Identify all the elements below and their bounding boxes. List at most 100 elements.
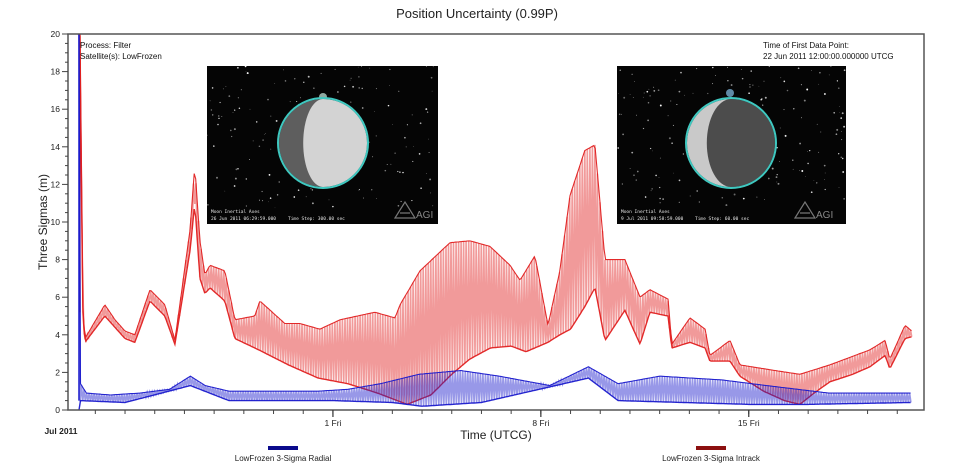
star: [742, 197, 745, 200]
star: [267, 98, 269, 101]
y-tick-label: 4: [55, 330, 60, 340]
star: [619, 69, 621, 71]
inset-caption-line2: 26 Jun 2011 06:29:59.000: [211, 216, 276, 222]
legend-item-radial[interactable]: LowFrozen 3-Sigma Radial: [235, 446, 332, 463]
star: [270, 148, 272, 150]
star: [631, 73, 633, 75]
star: [673, 172, 674, 174]
star: [275, 119, 278, 122]
star: [244, 65, 247, 68]
star: [797, 67, 800, 70]
star: [801, 117, 802, 119]
star: [269, 197, 272, 199]
star: [750, 70, 752, 72]
star: [684, 94, 685, 96]
star: [649, 147, 652, 150]
star: [233, 128, 236, 131]
star: [806, 88, 809, 91]
star: [662, 198, 664, 200]
star: [413, 146, 414, 148]
y-tick-label: 0: [55, 405, 60, 415]
star: [621, 183, 623, 185]
star: [629, 168, 631, 169]
star: [387, 104, 390, 107]
series-radial: [77, 33, 912, 411]
star: [819, 71, 821, 74]
star: [234, 109, 236, 111]
star: [811, 70, 812, 71]
star: [776, 173, 778, 176]
star: [426, 111, 429, 113]
star: [659, 186, 661, 189]
x-tick-label: 1 Fri: [324, 418, 341, 428]
y-tick-label: 20: [51, 29, 61, 39]
star: [689, 195, 691, 197]
star: [211, 114, 214, 116]
star: [358, 87, 360, 89]
star: [807, 162, 809, 165]
star: [278, 181, 280, 183]
star: [647, 119, 649, 122]
star: [297, 189, 300, 192]
star: [843, 125, 846, 128]
star: [622, 133, 624, 136]
star: [428, 138, 429, 140]
star: [636, 170, 639, 173]
star: [824, 179, 825, 181]
star: [224, 190, 226, 192]
star: [386, 163, 388, 165]
star: [682, 153, 685, 155]
star: [816, 123, 818, 125]
star: [343, 85, 346, 88]
star: [768, 65, 770, 68]
process-annotation: Process: Filter: [80, 41, 131, 50]
satellite-annotation: Satellite(s): LowFrozen: [80, 52, 162, 61]
star: [830, 65, 832, 67]
star: [432, 205, 434, 207]
star: [816, 182, 818, 184]
x-tick-label: 8 Fri: [532, 418, 549, 428]
star: [617, 147, 620, 149]
star: [841, 131, 843, 132]
star: [836, 128, 839, 131]
star: [806, 150, 808, 152]
star: [262, 139, 264, 141]
star: [233, 185, 236, 187]
star: [647, 101, 650, 104]
star: [784, 134, 787, 137]
star: [659, 197, 661, 200]
first-data-point-label: Time of First Data Point:: [763, 41, 849, 50]
star: [392, 124, 393, 125]
star: [652, 150, 653, 152]
chart-title: Position Uncertainty (0.99P): [396, 6, 558, 21]
star: [320, 72, 322, 74]
legend-label-intrack: LowFrozen 3-Sigma Intrack: [662, 454, 761, 463]
star: [218, 117, 220, 120]
star: [801, 170, 804, 172]
star: [696, 68, 698, 70]
star: [824, 188, 826, 191]
star: [429, 178, 432, 181]
star: [411, 200, 413, 202]
star: [680, 71, 682, 74]
x-axis-label: Time (UTCG): [460, 428, 532, 442]
series-layer: [77, 33, 913, 411]
star: [246, 72, 249, 75]
star: [618, 113, 621, 116]
star: [760, 98, 763, 100]
star: [809, 149, 811, 152]
star: [294, 78, 296, 80]
star: [249, 158, 250, 160]
star: [823, 164, 826, 167]
star: [629, 94, 631, 95]
star: [653, 89, 656, 92]
star: [293, 196, 296, 198]
star: [249, 108, 251, 110]
star: [337, 91, 339, 93]
star: [671, 142, 673, 144]
star: [376, 197, 377, 199]
star: [352, 85, 355, 88]
legend-item-intrack[interactable]: LowFrozen 3-Sigma Intrack: [662, 446, 761, 463]
star: [668, 137, 671, 140]
